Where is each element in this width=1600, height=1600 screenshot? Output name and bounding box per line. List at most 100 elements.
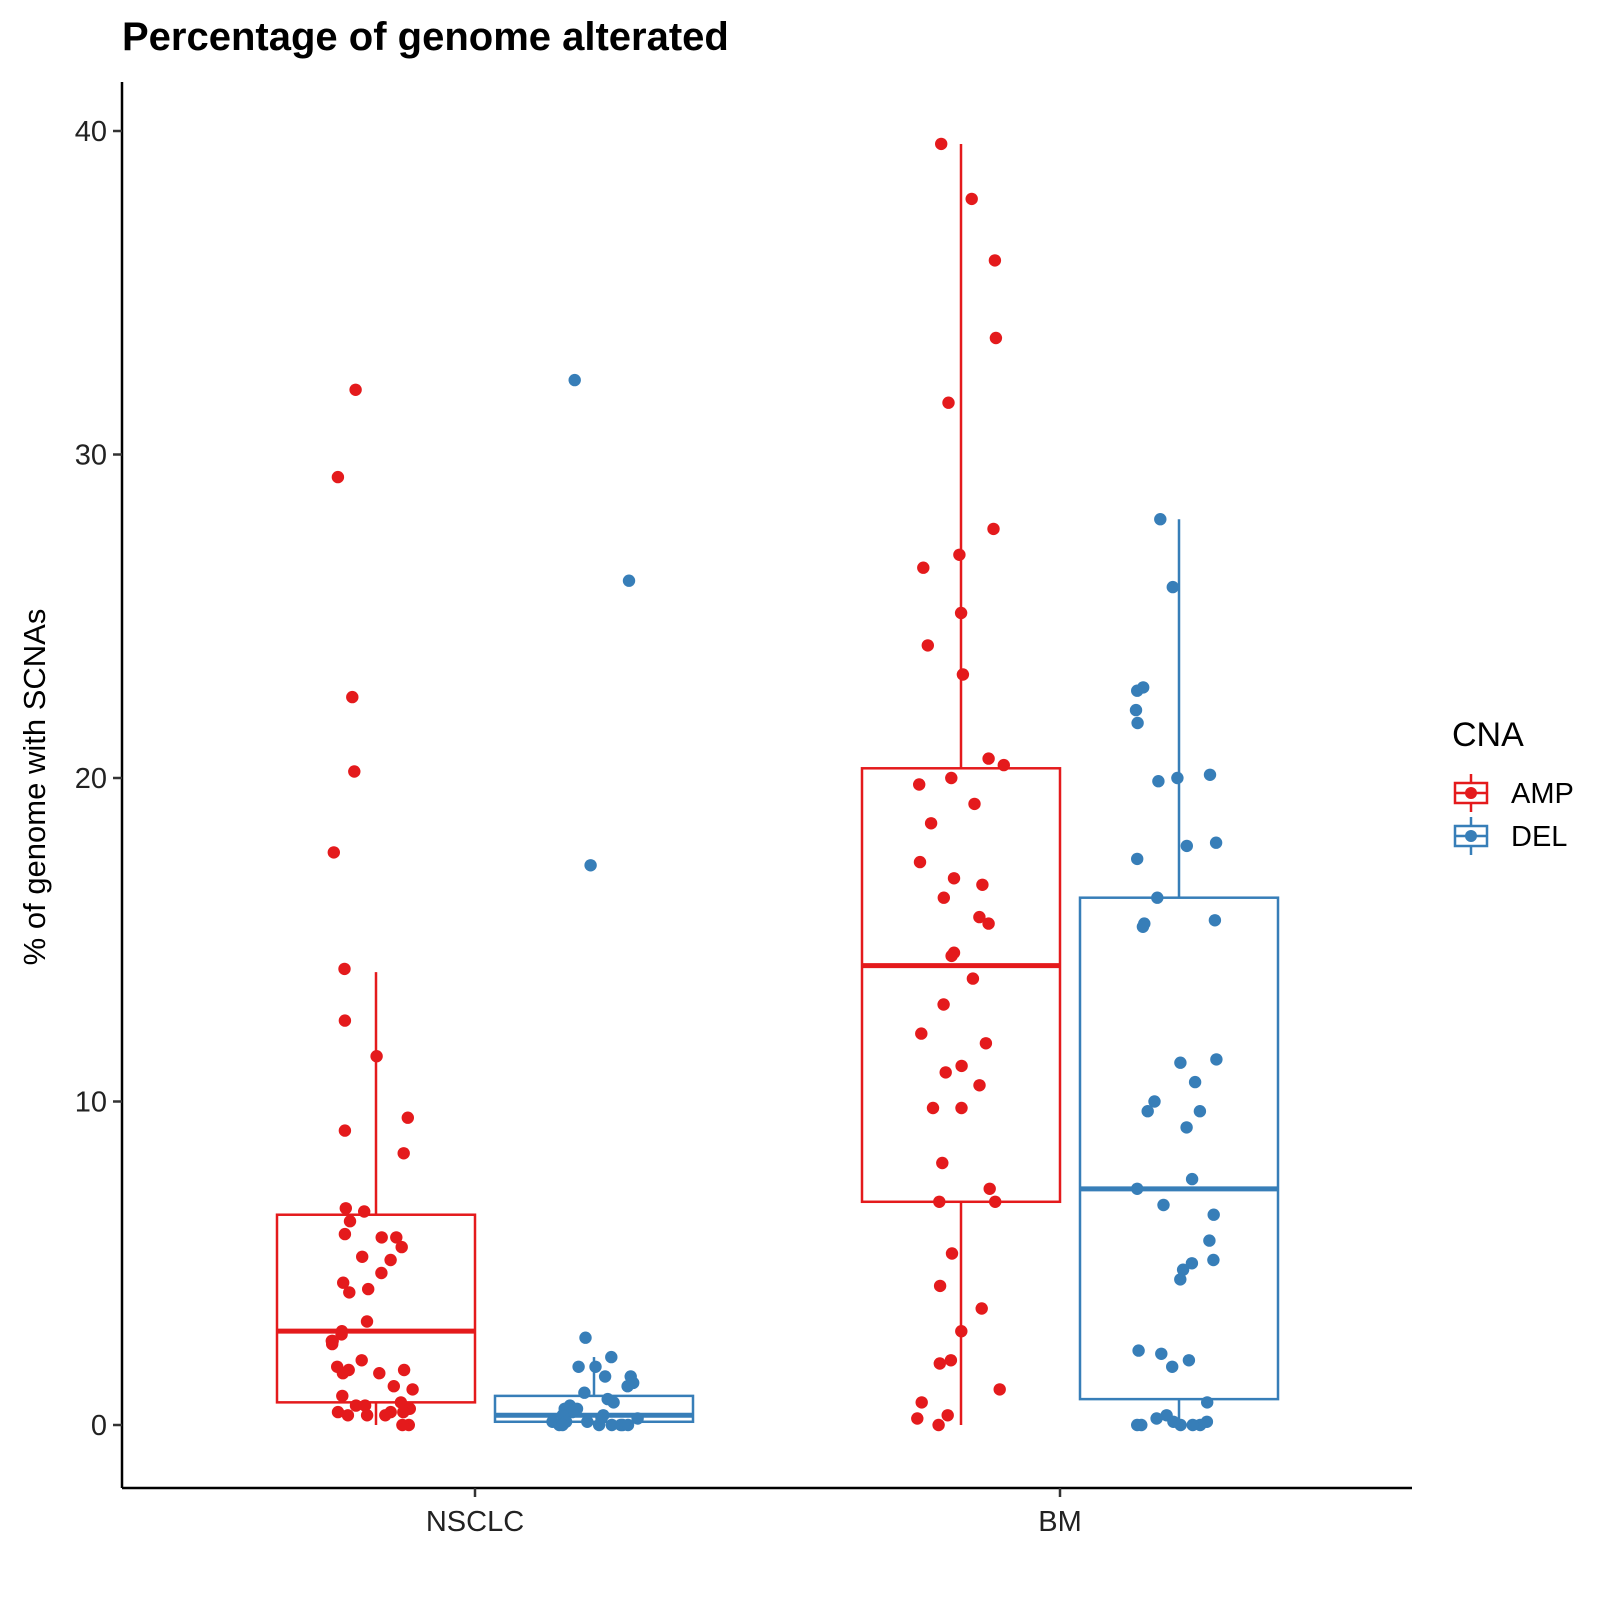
data-point <box>947 872 961 885</box>
data-point <box>1203 768 1217 781</box>
data-point <box>915 1396 928 1409</box>
data-point <box>343 1286 356 1299</box>
data-point <box>1148 1095 1161 1108</box>
data-point <box>1185 1257 1199 1270</box>
data-point <box>578 1386 591 1399</box>
data-point <box>975 1302 988 1315</box>
data-point <box>327 846 340 859</box>
data-point <box>1141 1105 1154 1118</box>
data-point <box>945 949 958 963</box>
data-point <box>1203 1234 1216 1247</box>
x-tick-label-nsclc: NSCLC <box>426 1506 524 1538</box>
legend-key-amp <box>1453 774 1489 812</box>
data-point <box>1208 914 1222 927</box>
data-point <box>1150 1412 1163 1425</box>
series-amp <box>275 137 1062 1432</box>
y-tick-label: 20 <box>75 763 107 795</box>
data-point <box>924 817 938 830</box>
data-point <box>913 778 926 791</box>
box-iqr <box>1078 896 1280 1401</box>
data-point <box>349 383 362 396</box>
data-point <box>982 752 995 765</box>
data-point <box>346 690 359 704</box>
data-point <box>937 891 950 904</box>
y-tick-label: 0 <box>91 1410 107 1442</box>
data-point <box>370 1050 383 1063</box>
data-point <box>579 1331 592 1344</box>
data-point <box>1174 1273 1187 1286</box>
y-tick-label: 40 <box>75 116 107 148</box>
data-point <box>945 771 958 785</box>
data-point <box>568 373 581 387</box>
data-point <box>384 1253 397 1267</box>
data-point <box>1182 1354 1196 1367</box>
data-point <box>1180 839 1194 853</box>
data-point <box>1166 1360 1179 1374</box>
data-point <box>331 1405 345 1419</box>
data-point <box>982 917 995 930</box>
data-point <box>360 1409 374 1422</box>
legend: CNA AMP DEL <box>1452 716 1574 855</box>
box-del-nsclc <box>493 373 695 1432</box>
data-point <box>336 1367 350 1380</box>
data-point <box>581 1415 594 1429</box>
data-point <box>1157 1198 1170 1212</box>
data-point <box>989 1195 1002 1209</box>
data-point <box>339 1202 352 1215</box>
data-point <box>936 1156 949 1170</box>
data-point <box>358 1399 372 1412</box>
data-point <box>348 765 361 778</box>
data-point <box>607 1396 620 1409</box>
data-point <box>401 1111 414 1124</box>
box-iqr <box>860 767 1062 1204</box>
data-point <box>375 1231 388 1244</box>
data-point <box>932 1418 945 1432</box>
data-point <box>1152 775 1165 788</box>
data-point <box>1129 703 1143 717</box>
data-point <box>589 1360 602 1374</box>
data-point <box>341 1409 355 1422</box>
data-point <box>397 1363 411 1377</box>
data-point <box>941 1409 954 1422</box>
data-point <box>362 1282 375 1296</box>
data-point <box>973 910 986 924</box>
data-point <box>973 1079 986 1092</box>
data-point <box>976 878 989 891</box>
axes: 0 10 20 30 40 NSCLC BM <box>75 82 1412 1538</box>
data-point <box>933 1357 946 1370</box>
data-point <box>343 1215 357 1228</box>
data-point <box>968 797 981 811</box>
data-point <box>933 1279 947 1293</box>
data-point <box>592 1418 606 1432</box>
data-point <box>983 1182 996 1196</box>
box-amp-bm <box>860 137 1062 1432</box>
chart-title: Percentage of genome alterated <box>122 15 729 59</box>
data-point <box>338 1227 352 1241</box>
data-point <box>1207 1208 1220 1221</box>
data-point <box>921 639 934 652</box>
data-point <box>1151 891 1164 904</box>
box-iqr <box>275 1213 477 1404</box>
y-tick-label: 30 <box>75 440 107 472</box>
data-point <box>1155 1347 1168 1361</box>
data-point <box>937 998 950 1011</box>
data-point <box>1201 1396 1214 1409</box>
data-point <box>1193 1105 1207 1118</box>
data-point <box>605 1350 618 1364</box>
data-point <box>358 1205 371 1218</box>
y-axis-label: % of genome with SCNAs <box>17 609 52 966</box>
data-point <box>390 1231 403 1244</box>
legend-key-del <box>1453 817 1489 855</box>
series-del <box>493 373 1280 1432</box>
data-point <box>1131 1182 1144 1196</box>
data-point <box>621 1380 634 1393</box>
data-point <box>926 1101 940 1115</box>
data-point <box>556 1418 569 1432</box>
data-point <box>1131 716 1144 730</box>
y-tick-label: 10 <box>75 1087 107 1119</box>
data-point <box>954 606 968 620</box>
data-point <box>955 1325 968 1338</box>
data-point <box>338 1014 352 1027</box>
data-point <box>335 1328 348 1341</box>
legend-label-amp: AMP <box>1511 778 1574 810</box>
